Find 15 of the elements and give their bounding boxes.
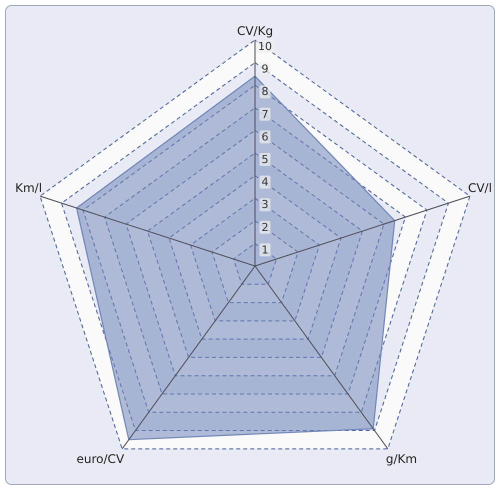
y-tick-label: 4 xyxy=(262,176,268,189)
y-tick-label: 8 xyxy=(262,85,268,98)
y-tick-label: 3 xyxy=(262,198,268,212)
y-tick-label: 1 xyxy=(262,243,268,256)
y-tick-label: 5 xyxy=(262,153,268,166)
y-tick-label: 10 xyxy=(258,40,272,53)
y-tick-label: 2 xyxy=(262,220,268,234)
spoke-label: Km/l xyxy=(15,181,42,196)
spoke-label: g/Km xyxy=(386,452,418,466)
spoke-label: CV/l xyxy=(468,181,492,196)
y-tick-label: 9 xyxy=(262,62,268,76)
y-tick-label: 6 xyxy=(262,130,268,144)
spoke-label: euro/CV xyxy=(76,452,125,466)
y-tick-label: 7 xyxy=(262,108,268,121)
spoke-label: CV/Kg xyxy=(236,24,274,38)
